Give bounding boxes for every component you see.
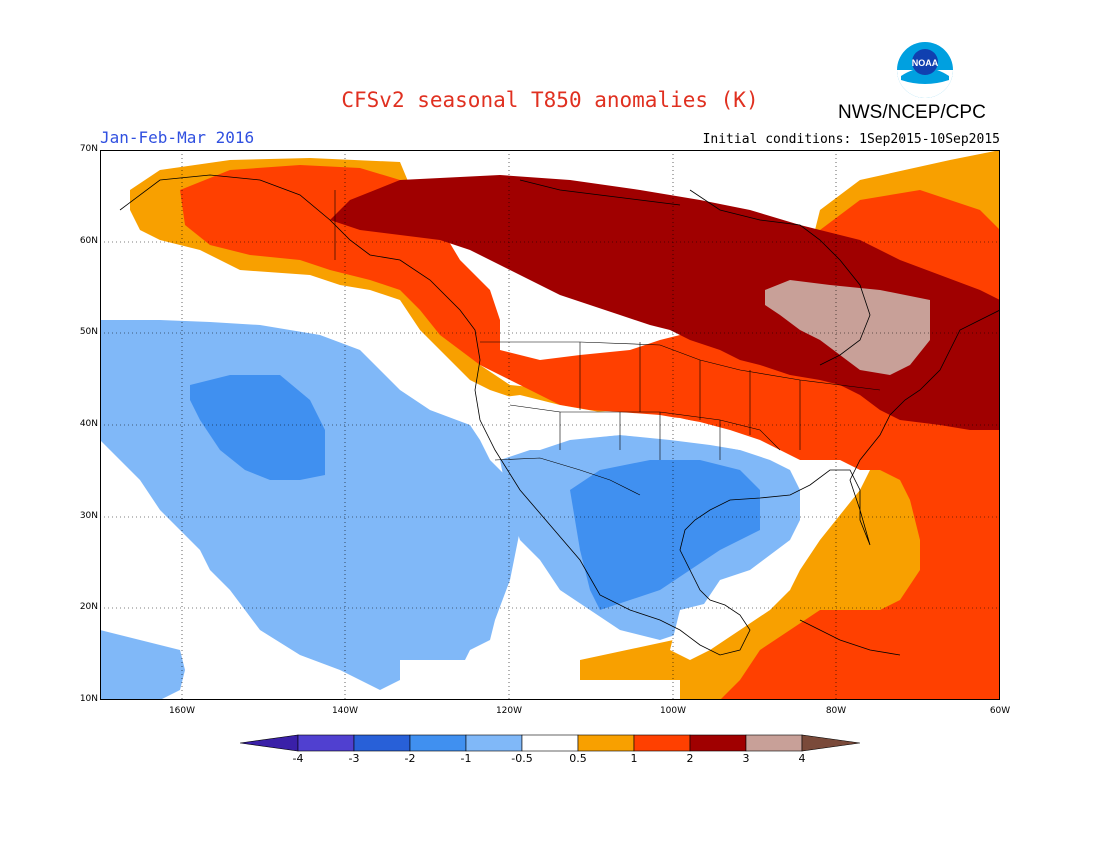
legend-label: 1: [630, 752, 638, 765]
legend-arrow-low: [239, 734, 299, 752]
legend-label: -2: [404, 752, 416, 765]
lat-label-60n: 60N: [79, 236, 98, 246]
anomaly-region-white-interior: [480, 395, 780, 450]
legend-label: 4: [798, 752, 806, 765]
legend-swatch: [353, 734, 411, 752]
lon-label-160w: 160W: [168, 706, 196, 716]
anomaly-region-dark-red: [330, 175, 1000, 430]
lon-label-140w: 140W: [331, 706, 359, 716]
lat-label-40n: 40N: [79, 419, 98, 429]
legend-label: 2: [686, 752, 694, 765]
legend-swatch: [297, 734, 355, 752]
legend-swatch: [465, 734, 523, 752]
legend-swatch: [521, 734, 579, 752]
noaa-logo-text: NOAA: [912, 58, 939, 68]
lon-label-120w: 120W: [495, 706, 523, 716]
legend-swatch: [577, 734, 635, 752]
legend-label: -4: [292, 752, 304, 765]
lat-label-20n: 20N: [79, 602, 98, 612]
anomaly-region-white-caribbean: [670, 560, 800, 660]
country-borders: [334, 190, 881, 496]
legend-swatch: [689, 734, 747, 752]
lat-label-70n: 70N: [79, 144, 98, 154]
anomaly-region-tan: [765, 280, 930, 375]
period-label: Jan-Feb-Mar 2016: [100, 128, 255, 147]
anomaly-region-medium-blue-pacific: [190, 375, 325, 480]
coastlines: [119, 174, 1001, 656]
legend-swatch: [745, 734, 803, 752]
legend-arrow-high: [801, 734, 861, 752]
initial-conditions-label: Initial conditions: 1Sep2015-10Sep2015: [702, 132, 1000, 147]
legend-label: -0.5: [511, 752, 533, 765]
anomaly-region-light-blue-tropics: [100, 630, 185, 700]
lon-label-60w: 60W: [989, 706, 1011, 716]
legend-label: -1: [460, 752, 472, 765]
lat-label-50n: 50N: [79, 327, 98, 337]
anomaly-map: [100, 150, 1001, 700]
lat-label-30n: 30N: [79, 511, 98, 521]
lat-label-10n: 10N: [79, 694, 98, 704]
chart-title: CFSv2 seasonal T850 anomalies (K): [341, 88, 759, 112]
color-legend: [239, 733, 861, 753]
anomaly-region-medium-blue-texas: [570, 460, 760, 610]
legend-swatch: [633, 734, 691, 752]
legend-label: -3: [348, 752, 360, 765]
lon-label-80w: 80W: [825, 706, 847, 716]
noaa-logo: NOAA: [895, 40, 955, 100]
map-canvas: [100, 150, 1001, 700]
lon-label-100w: 100W: [659, 706, 687, 716]
color-legend-bar: [239, 734, 861, 752]
agency-label: NWS/NCEP/CPC: [838, 102, 986, 123]
legend-swatch: [409, 734, 467, 752]
map-frame: [100, 150, 1000, 700]
legend-label: 3: [742, 752, 750, 765]
legend-label: 0.5: [569, 752, 587, 765]
